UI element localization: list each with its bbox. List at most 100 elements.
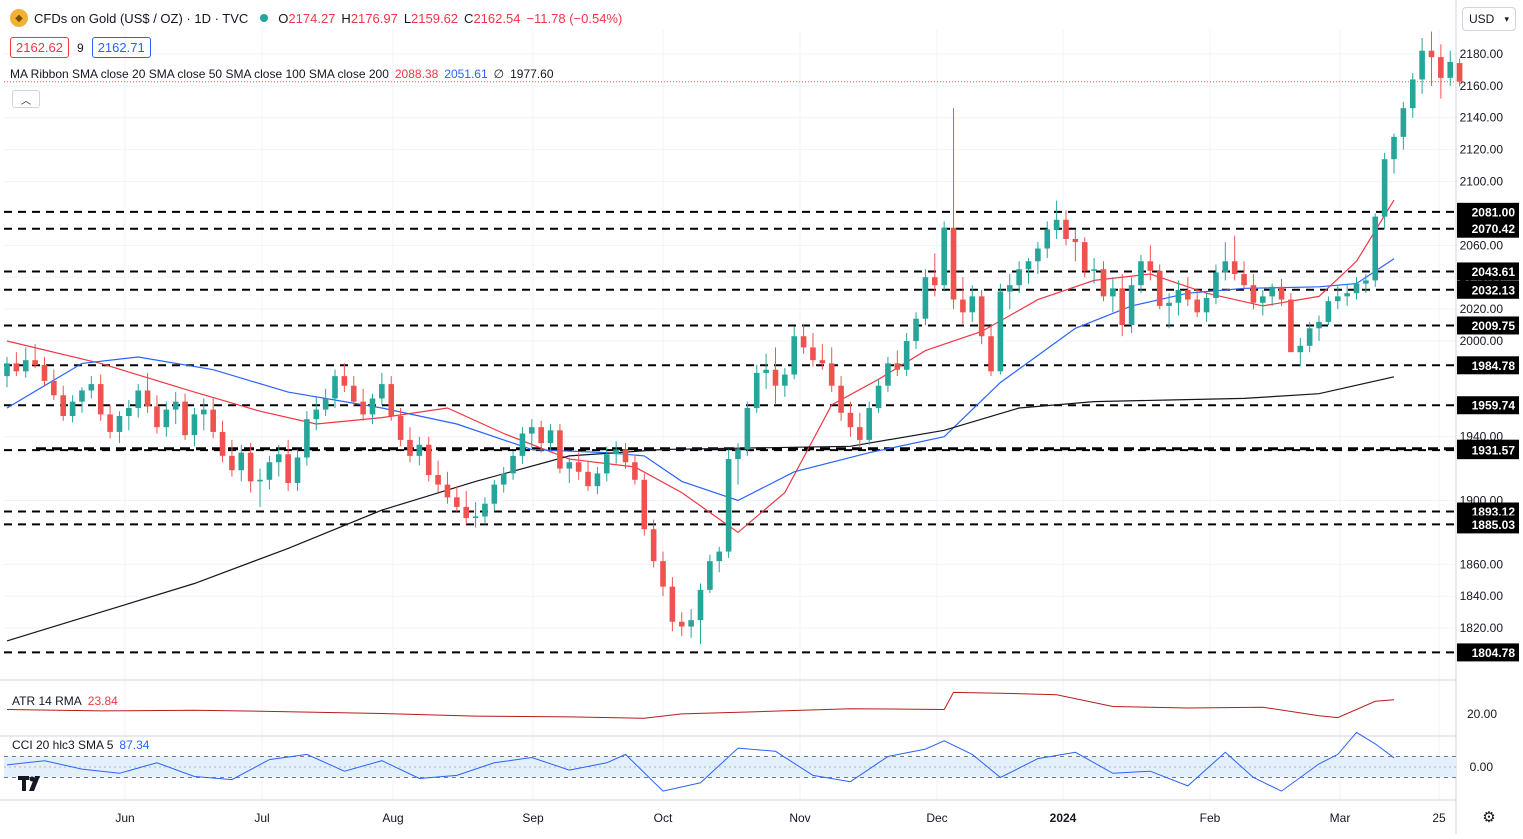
ma-line-sma-50 (6, 258, 1395, 502)
candle (379, 372, 385, 405)
candle (107, 404, 113, 439)
candle-body (978, 296, 985, 337)
candle (1447, 50, 1454, 86)
candle (1250, 274, 1257, 310)
candle (632, 455, 638, 485)
candle (41, 356, 48, 386)
candle (857, 412, 863, 448)
price-tick-label: 2140.00 (1460, 111, 1504, 125)
price-tick-label: 2160.00 (1460, 79, 1504, 93)
candle (491, 479, 498, 511)
candle (575, 452, 582, 480)
candle-body (510, 455, 516, 474)
candle-body (1419, 50, 1425, 80)
ma100-value: ∅ (493, 67, 505, 81)
open-label: O (278, 10, 289, 26)
collapse-legend-button[interactable]: ︿ (12, 90, 40, 108)
close-value: 2162.54 (473, 10, 521, 26)
candle (1316, 315, 1322, 342)
candle-body (838, 385, 844, 413)
candle-body (1241, 274, 1247, 286)
candle-body (154, 406, 160, 428)
level-tag-bg (1457, 316, 1519, 335)
settings-gear-icon[interactable]: ⚙ (1482, 809, 1496, 826)
candle (322, 388, 329, 416)
candle (1063, 210, 1069, 246)
candle-body (791, 336, 798, 375)
level-price-tag: 1984.78 (1457, 356, 1519, 375)
price-tick-label: 1840.00 (1460, 589, 1504, 603)
time-tick-label: Jul (254, 811, 269, 825)
candle (688, 608, 694, 638)
candle-body (172, 401, 179, 410)
buy-price-button[interactable]: 2162.71 (91, 37, 151, 58)
sell-price-button[interactable]: 2162.62 (10, 37, 69, 58)
candle-body (1147, 261, 1154, 271)
candle-body (444, 484, 451, 498)
currency-select[interactable]: USD ▾ (1462, 7, 1516, 31)
close-label: C (464, 10, 474, 26)
candle-body (1166, 302, 1172, 306)
candle-body (1269, 286, 1275, 297)
candle (1110, 277, 1116, 313)
candle (950, 108, 957, 310)
candle (1053, 200, 1060, 239)
cci-label: CCI 20 hlc3 SMA 5 (12, 738, 114, 752)
candle (847, 401, 854, 437)
candle-body (941, 227, 947, 286)
candle (1006, 274, 1013, 310)
candle-body (210, 409, 216, 432)
candle (613, 441, 619, 464)
atr-legend[interactable]: ATR 14 RMA 23.84 (12, 694, 118, 708)
candle-body (1081, 242, 1088, 271)
candle (1409, 73, 1416, 118)
candle (819, 344, 826, 370)
candle (660, 551, 666, 597)
candle (1166, 293, 1172, 329)
candle (407, 427, 413, 463)
high-value: 2176.97 (350, 10, 398, 26)
time-tick-label: 2024 (1050, 811, 1077, 825)
candle (1138, 254, 1144, 294)
candle-body (557, 430, 563, 469)
candle (519, 427, 526, 464)
candle (266, 455, 273, 490)
candle (1119, 274, 1126, 337)
ma-ribbon-legend[interactable]: MA Ribbon SMA close 20 SMA close 50 SMA … (10, 67, 554, 81)
candle (1213, 264, 1219, 305)
candle-body (735, 449, 741, 460)
ma-line-sma-200 (6, 376, 1395, 642)
candle-body (482, 503, 488, 517)
ma200-value: 1977.60 (510, 67, 554, 81)
candle-body (1447, 61, 1454, 78)
candle-body (416, 444, 423, 456)
atr-tick-label: 20.00 (1467, 707, 1497, 721)
candle-body (463, 506, 470, 519)
candle-body (697, 589, 704, 621)
candle-body (1250, 285, 1257, 303)
candle-body (360, 401, 366, 415)
candle (425, 436, 432, 482)
candle-body (538, 427, 544, 444)
candle-body (641, 479, 648, 530)
level-tag-bg (1457, 262, 1519, 281)
price-tick-label: 2100.00 (1460, 175, 1504, 189)
candle (1194, 289, 1200, 318)
candle-body (4, 363, 10, 377)
symbol-title[interactable]: CFDs on Gold (US$ / OZ) · 1D · TVC (34, 10, 249, 26)
candle (1025, 258, 1032, 284)
candle (182, 393, 188, 440)
time-tick-label: Jun (115, 811, 134, 825)
candle-body (500, 473, 507, 485)
candle (735, 443, 741, 485)
candle (997, 283, 1004, 375)
candle-body (1334, 296, 1341, 302)
candle (529, 419, 535, 448)
candle (313, 396, 320, 431)
price-tick-label: 2000.00 (1460, 334, 1504, 348)
candle-body (1035, 248, 1041, 262)
cci-legend[interactable]: CCI 20 hlc3 SMA 5 87.34 (12, 738, 149, 752)
candle-body (866, 408, 872, 440)
candle (1185, 277, 1191, 306)
